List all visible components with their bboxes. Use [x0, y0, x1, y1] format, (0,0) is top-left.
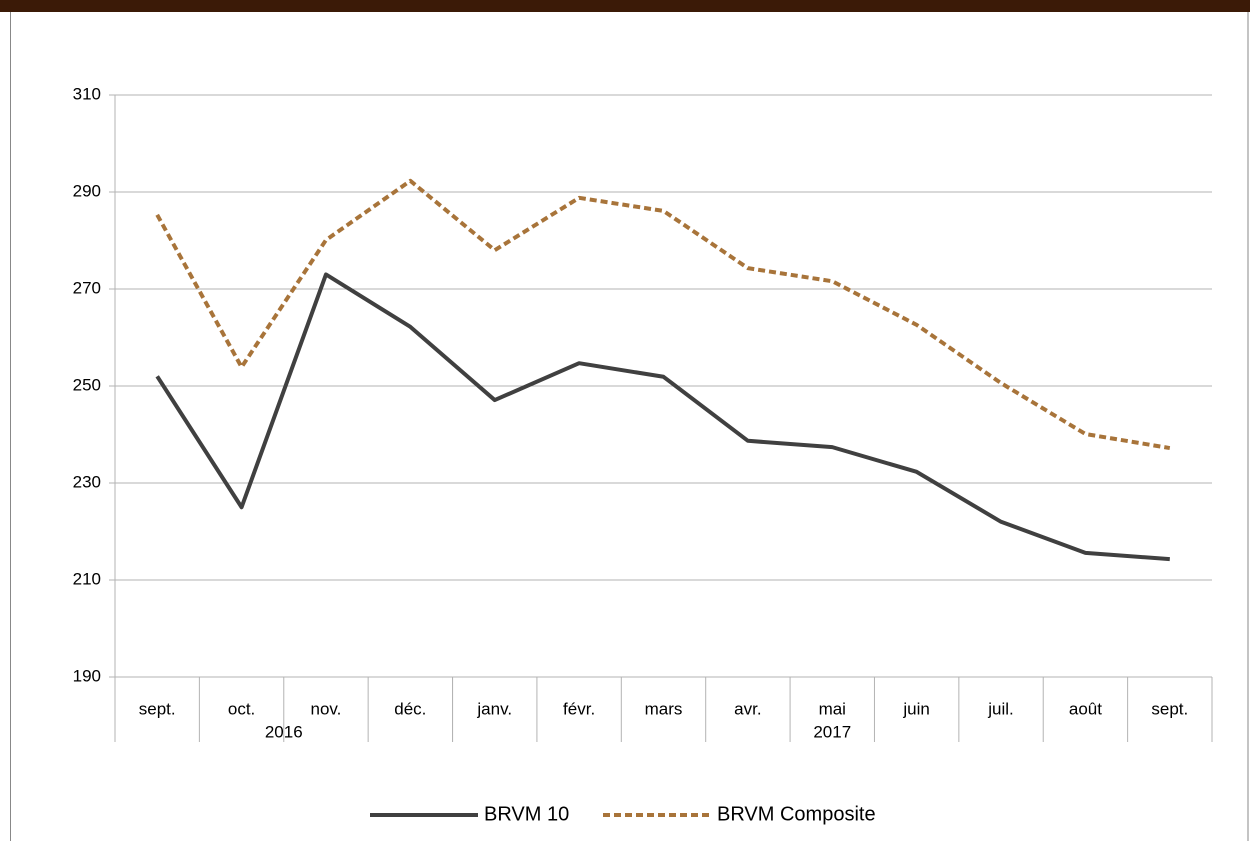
- header-bar: [0, 0, 1250, 12]
- x-tick-label: sept.: [139, 699, 176, 718]
- x-group-label: 2017: [813, 722, 851, 741]
- legend-label: BRVM 10: [484, 803, 569, 825]
- x-tick-label: sept.: [1151, 699, 1188, 718]
- x-tick-label: juin: [902, 699, 929, 718]
- x-tick-label: janv.: [476, 699, 512, 718]
- x-tick-label: mai: [819, 699, 846, 718]
- y-tick-label: 190: [73, 666, 101, 685]
- series-line: [155, 272, 1170, 562]
- x-tick-label: févr.: [563, 699, 595, 718]
- x-tick-label: août: [1069, 699, 1102, 718]
- x-tick-label: nov.: [311, 699, 342, 718]
- y-tick-label: 310: [73, 84, 101, 103]
- x-tick-label: oct.: [228, 699, 255, 718]
- y-tick-label: 290: [73, 181, 101, 200]
- x-tick-label: avr.: [734, 699, 761, 718]
- y-tick-label: 250: [73, 375, 101, 394]
- x-tick-label: juil.: [987, 699, 1014, 718]
- x-tick-label: déc.: [394, 699, 426, 718]
- legend-label: BRVM Composite: [717, 803, 876, 825]
- y-tick-label: 270: [73, 278, 101, 297]
- y-tick-label: 230: [73, 472, 101, 491]
- y-tick-label: 210: [73, 569, 101, 588]
- x-tick-label: mars: [645, 699, 683, 718]
- x-group-label: 2016: [265, 722, 303, 741]
- series-line: [155, 178, 1171, 451]
